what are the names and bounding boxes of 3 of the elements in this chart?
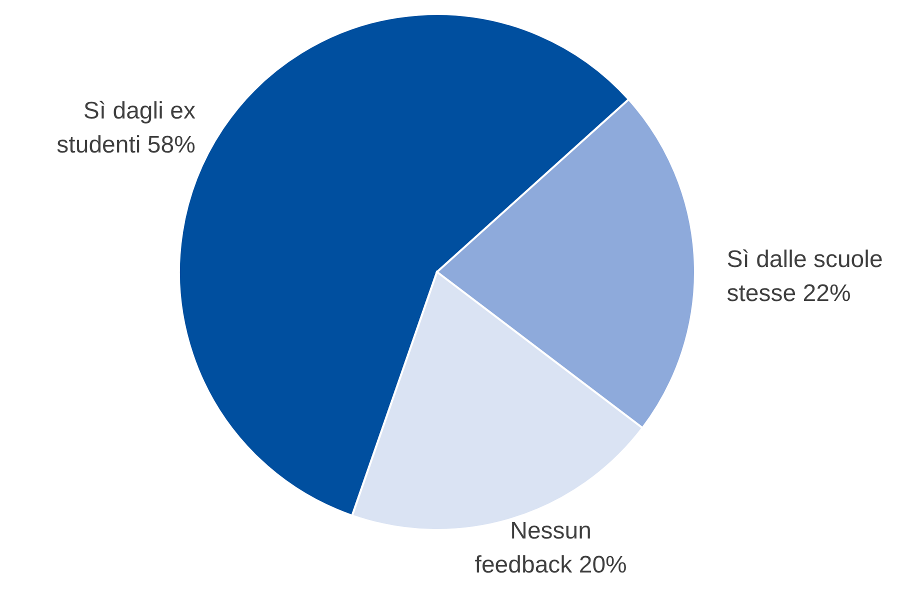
slice-label: Sì dagli ex studenti 58% bbox=[56, 98, 196, 159]
slice-label: Sì dalle scuole stesse 22% bbox=[726, 246, 883, 307]
slice-label: Nessun feedback 20% bbox=[474, 518, 627, 579]
